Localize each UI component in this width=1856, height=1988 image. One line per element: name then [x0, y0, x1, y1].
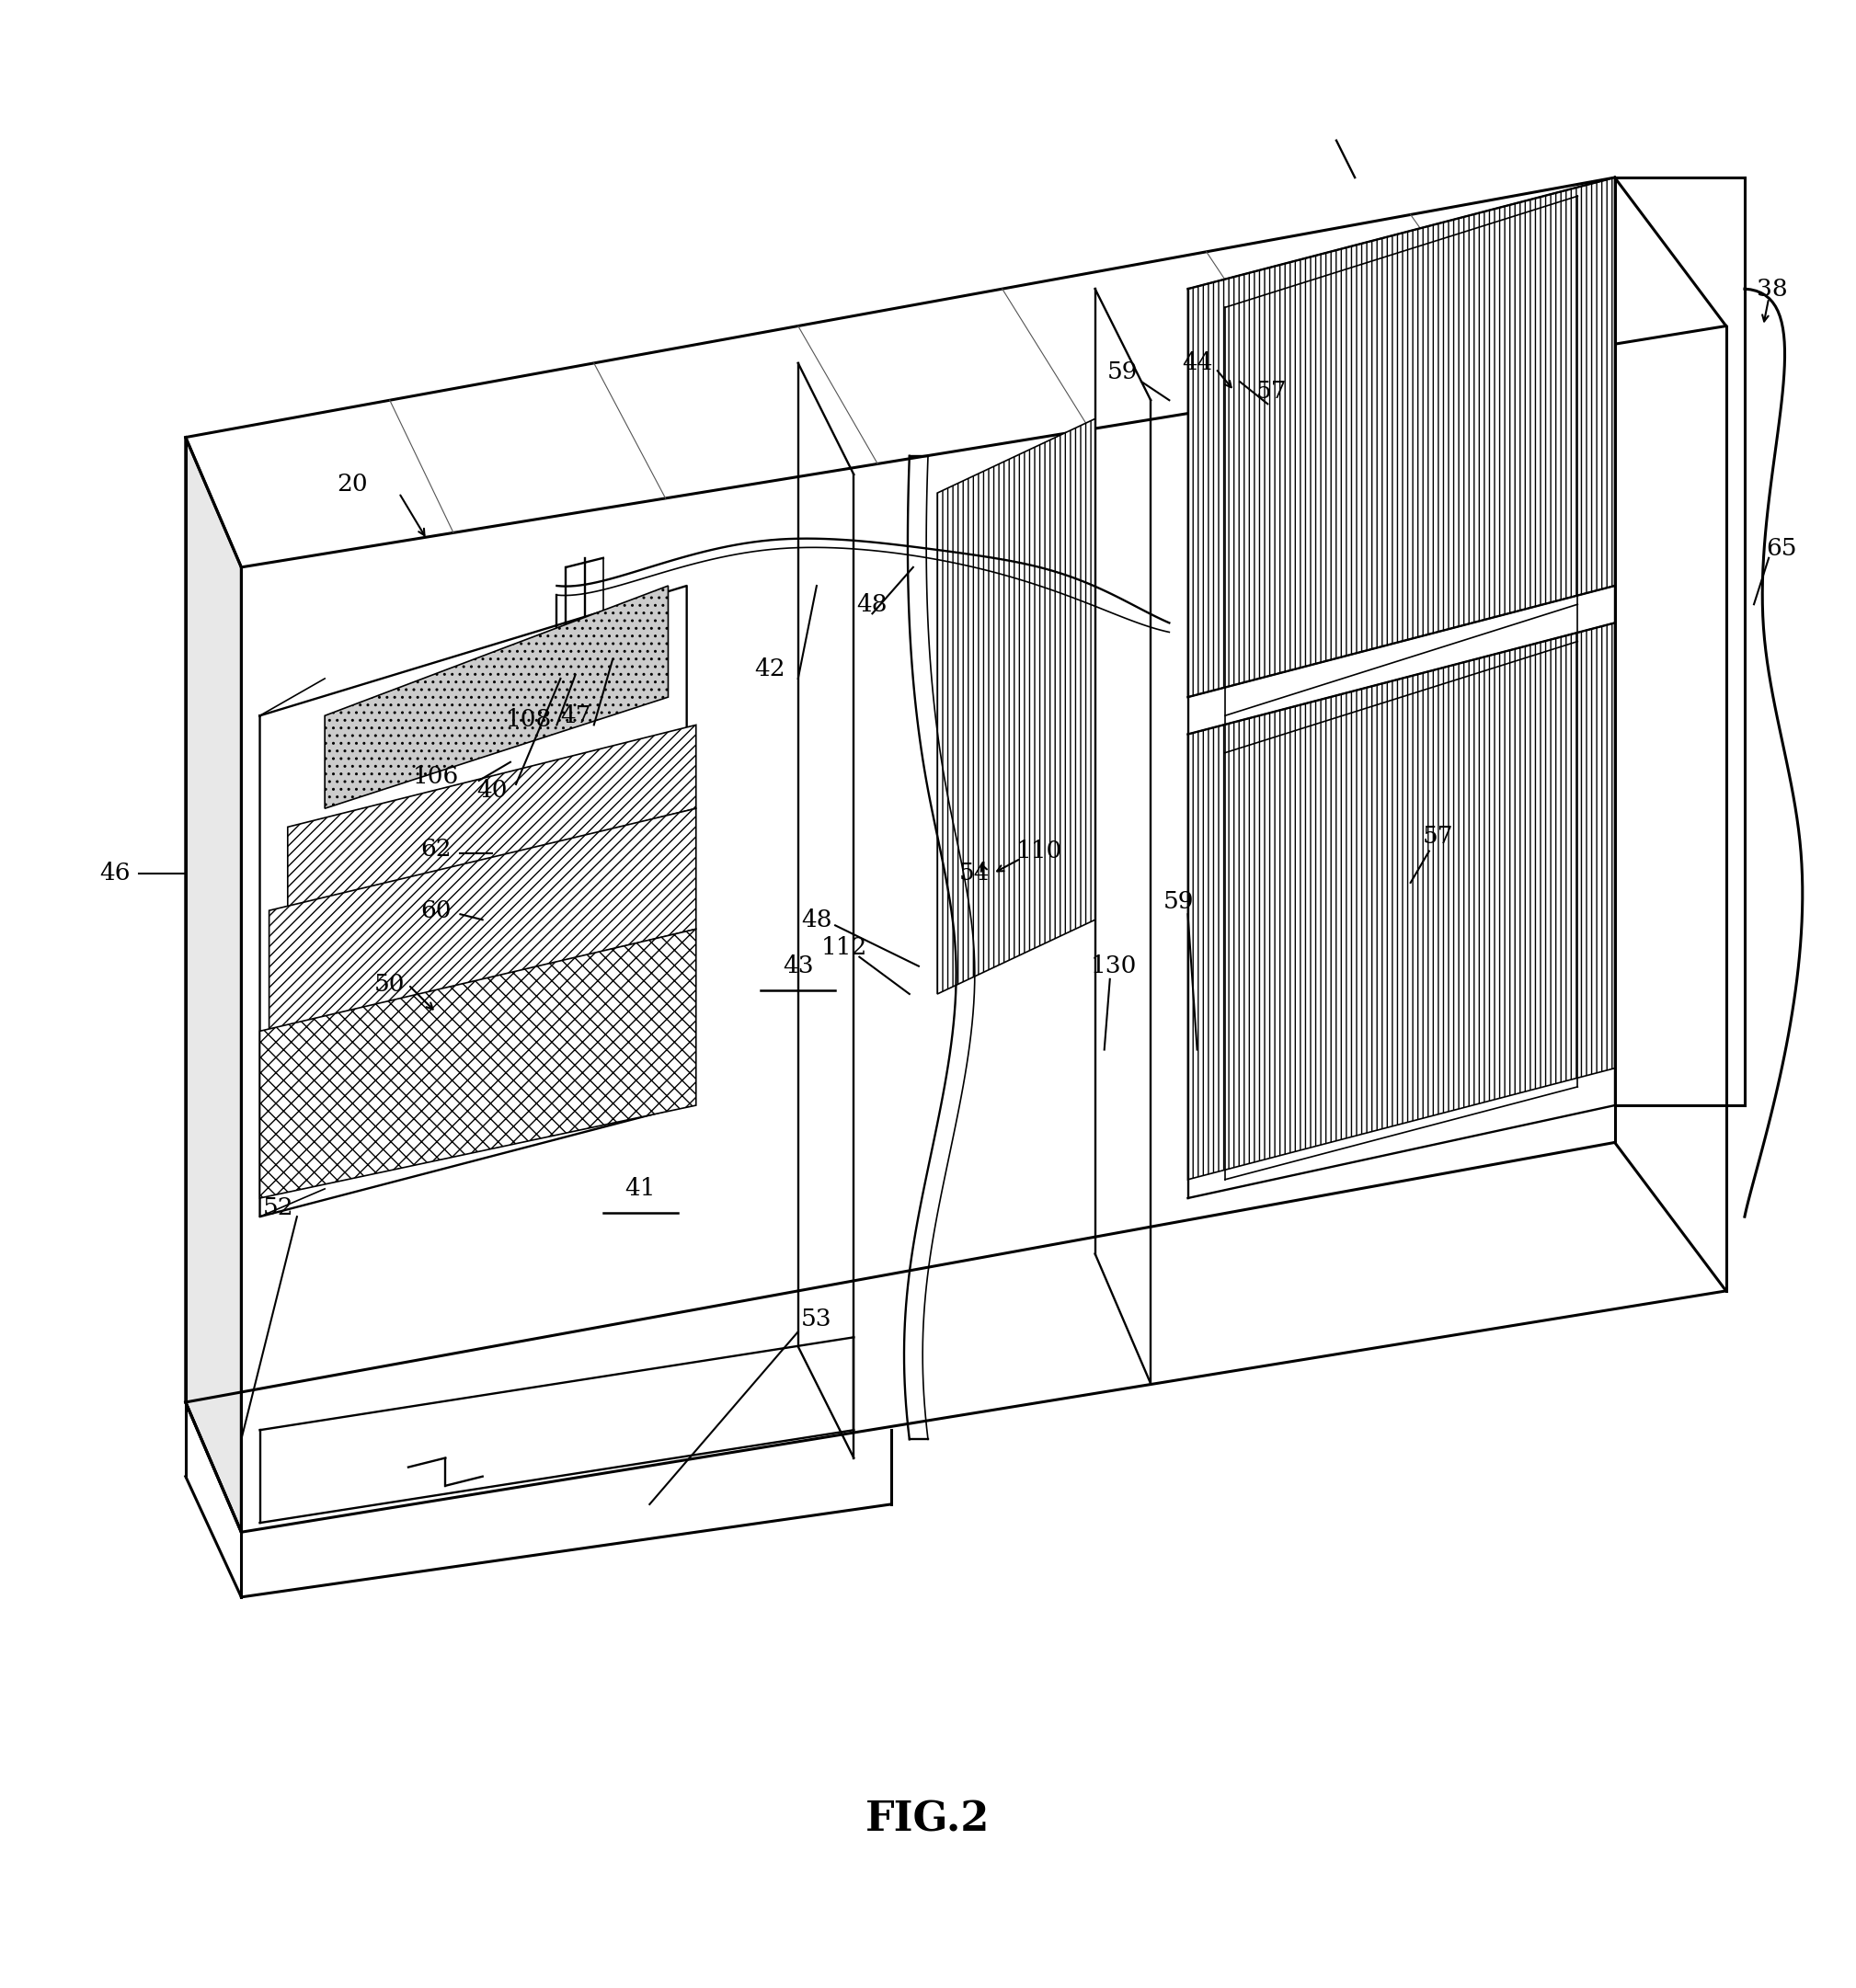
- Text: 57: 57: [1424, 825, 1453, 847]
- Text: 43: 43: [783, 954, 813, 978]
- Text: 48: 48: [802, 909, 831, 930]
- Text: 108: 108: [507, 708, 551, 732]
- Polygon shape: [325, 586, 668, 809]
- Polygon shape: [260, 928, 696, 1199]
- Text: 47: 47: [561, 704, 590, 728]
- Text: 65: 65: [1767, 537, 1797, 561]
- Text: 20: 20: [338, 473, 367, 495]
- Polygon shape: [1188, 177, 1615, 698]
- Text: 60: 60: [421, 899, 451, 922]
- Text: 57: 57: [1257, 380, 1286, 402]
- Polygon shape: [288, 726, 696, 911]
- Polygon shape: [186, 437, 241, 1533]
- Text: 53: 53: [802, 1308, 831, 1330]
- Text: 54: 54: [960, 863, 989, 885]
- Text: 62: 62: [421, 837, 451, 861]
- Text: 50: 50: [375, 974, 405, 996]
- Polygon shape: [269, 809, 696, 1032]
- Text: 48: 48: [857, 592, 887, 616]
- Text: 110: 110: [1017, 839, 1062, 863]
- Text: 130: 130: [1091, 954, 1136, 978]
- Text: 52: 52: [264, 1197, 293, 1219]
- Text: 106: 106: [414, 765, 458, 789]
- Text: 59: 59: [1164, 891, 1193, 912]
- Polygon shape: [937, 419, 1095, 994]
- Text: 112: 112: [822, 936, 867, 958]
- Text: 38: 38: [1758, 278, 1787, 300]
- Text: 41: 41: [625, 1177, 655, 1201]
- Text: 42: 42: [755, 658, 785, 680]
- Text: 44: 44: [1182, 352, 1212, 374]
- Text: 59: 59: [1108, 362, 1138, 384]
- Text: 46: 46: [100, 863, 130, 885]
- Polygon shape: [1188, 622, 1615, 1179]
- Text: 40: 40: [477, 779, 507, 801]
- Text: FIG.2: FIG.2: [865, 1799, 991, 1839]
